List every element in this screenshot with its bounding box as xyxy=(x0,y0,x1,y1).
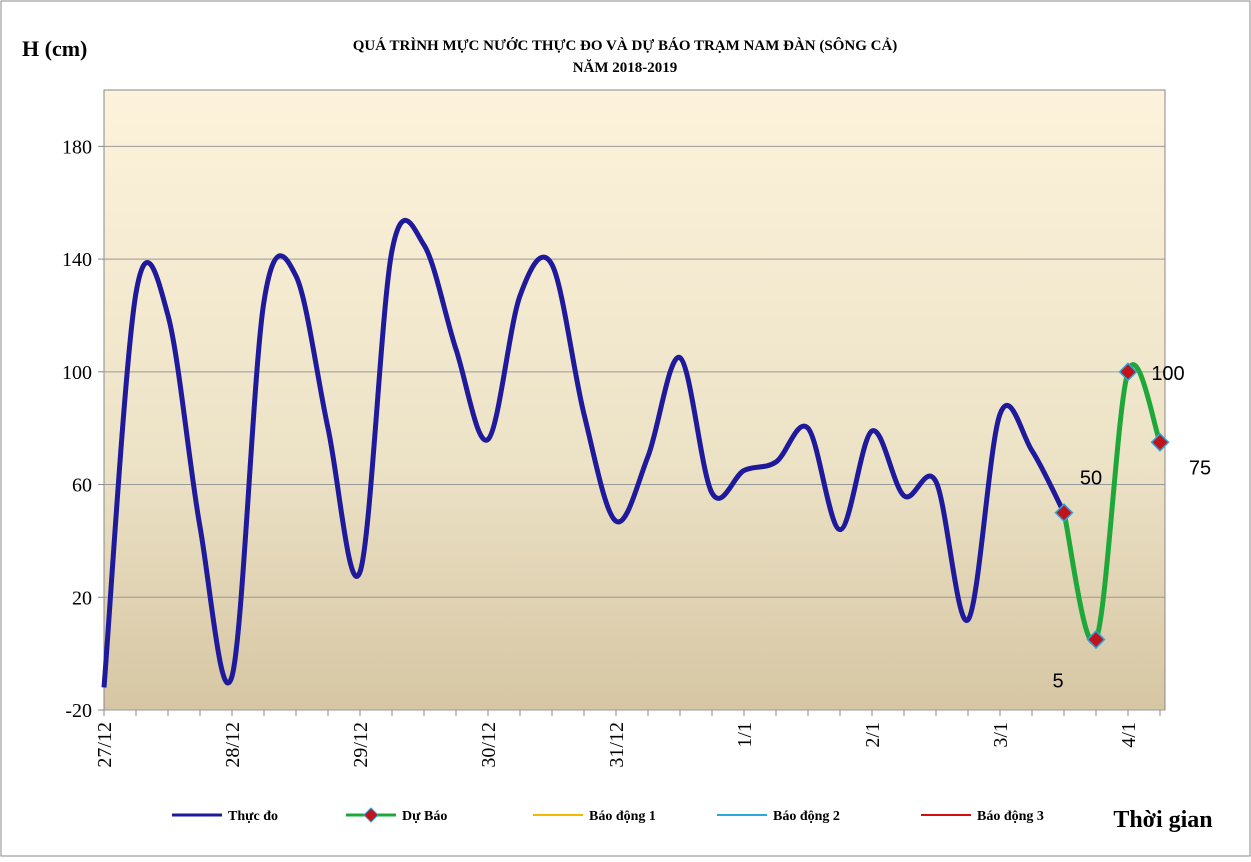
forecast-marker xyxy=(1118,362,1138,382)
series-line xyxy=(101,218,1067,688)
x-tick-label: 30/12 xyxy=(478,722,500,768)
x-tick-label: 28/12 xyxy=(222,722,244,768)
forecast-marker xyxy=(1150,432,1170,452)
x-tick-label: 4/1 xyxy=(1118,722,1140,748)
x-tick-label: 27/12 xyxy=(94,722,116,768)
legend-label: Báo động 3 xyxy=(977,809,1044,824)
x-tick-label: 2/1 xyxy=(862,722,884,748)
legend-label: Dự Báo xyxy=(402,809,447,824)
value-label: 50 xyxy=(1080,468,1102,490)
y-tick-label: 140 xyxy=(62,249,92,271)
legend-label: Thực đo xyxy=(228,809,278,824)
legend-label: Báo động 1 xyxy=(589,809,656,824)
y-tick-label: -20 xyxy=(65,700,92,722)
y-tick-label: 20 xyxy=(72,587,92,609)
x-label: Thời gian xyxy=(1113,807,1212,833)
value-label: 75 xyxy=(1189,457,1211,479)
legend-label: Báo động 2 xyxy=(773,809,840,824)
forecast-marker xyxy=(1086,629,1106,650)
x-tick-label: 31/12 xyxy=(606,722,628,768)
y-label: H (cm) xyxy=(22,36,87,61)
x-tick-label: 29/12 xyxy=(350,722,372,768)
y-tick-label: 180 xyxy=(62,136,92,158)
chart-title: QUÁ TRÌNH MỰC NƯỚC THỰC ĐO VÀ DỰ BÁO TRẠ… xyxy=(353,37,898,54)
value-label: 5 xyxy=(1052,671,1063,693)
x-tick-label: 1/1 xyxy=(734,722,756,748)
plot-area xyxy=(103,89,1166,711)
y-tick-label: 60 xyxy=(72,475,92,497)
legend-marker xyxy=(363,807,379,823)
chart-subtitle: NĂM 2018-2019 xyxy=(573,59,678,76)
value-label: 100 xyxy=(1151,363,1184,385)
y-tick-label: 100 xyxy=(62,362,92,384)
series-line xyxy=(1061,362,1163,645)
forecast-marker xyxy=(1054,503,1074,523)
x-tick-label: 3/1 xyxy=(990,722,1012,748)
